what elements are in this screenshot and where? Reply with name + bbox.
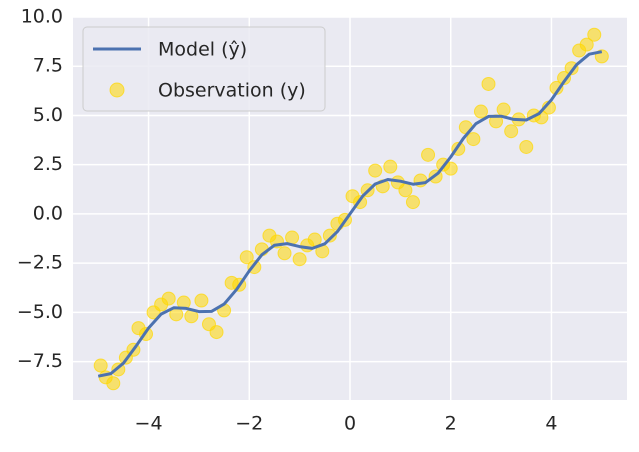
observation-point — [285, 230, 300, 245]
observation-point — [307, 232, 322, 247]
observation-point — [209, 325, 224, 340]
observation-point — [277, 246, 292, 261]
observation-point — [398, 183, 413, 198]
legend-label: Model (ŷ) — [158, 39, 247, 61]
observation-point — [368, 163, 383, 178]
observation-point — [405, 195, 420, 210]
x-tick-label: 4 — [545, 413, 557, 435]
observation-point — [239, 250, 254, 265]
observation-point — [519, 139, 534, 154]
x-tick-label: 0 — [344, 413, 356, 435]
x-tick-label: −2 — [235, 413, 263, 435]
y-tick-label: 7.5 — [33, 55, 63, 77]
legend-box — [82, 26, 326, 112]
x-tick-label: 2 — [445, 413, 457, 435]
observation-point — [443, 161, 458, 176]
y-tick-label: 10.0 — [21, 6, 63, 28]
observation-point — [194, 293, 209, 308]
y-tick-label: 0.0 — [33, 202, 63, 224]
observation-point — [322, 228, 337, 243]
observation-point — [93, 358, 108, 373]
y-tick-label: 2.5 — [33, 153, 63, 175]
legend-label: Observation (y) — [158, 80, 306, 102]
y-tick-label: 5.0 — [33, 104, 63, 126]
y-tick-label: −5.0 — [17, 301, 63, 323]
observation-point — [292, 252, 307, 267]
observation-point — [421, 147, 436, 162]
observation-point — [466, 132, 481, 147]
legend-marker — [109, 82, 125, 98]
observation-point — [383, 159, 398, 174]
observation-point — [161, 291, 176, 306]
observation-point — [473, 104, 488, 119]
observation-point — [496, 102, 511, 117]
observation-point — [504, 124, 519, 139]
observation-point — [579, 37, 594, 52]
legend: Model (ŷ) Observation (y) — [82, 26, 326, 112]
y-tick-label: −7.5 — [17, 350, 63, 372]
model-line — [97, 50, 603, 378]
observation-point — [587, 27, 602, 42]
observation-point — [106, 376, 121, 391]
y-tick-label: −2.5 — [17, 252, 63, 274]
observation-point — [481, 76, 496, 91]
x-tick-label: −4 — [135, 413, 163, 435]
